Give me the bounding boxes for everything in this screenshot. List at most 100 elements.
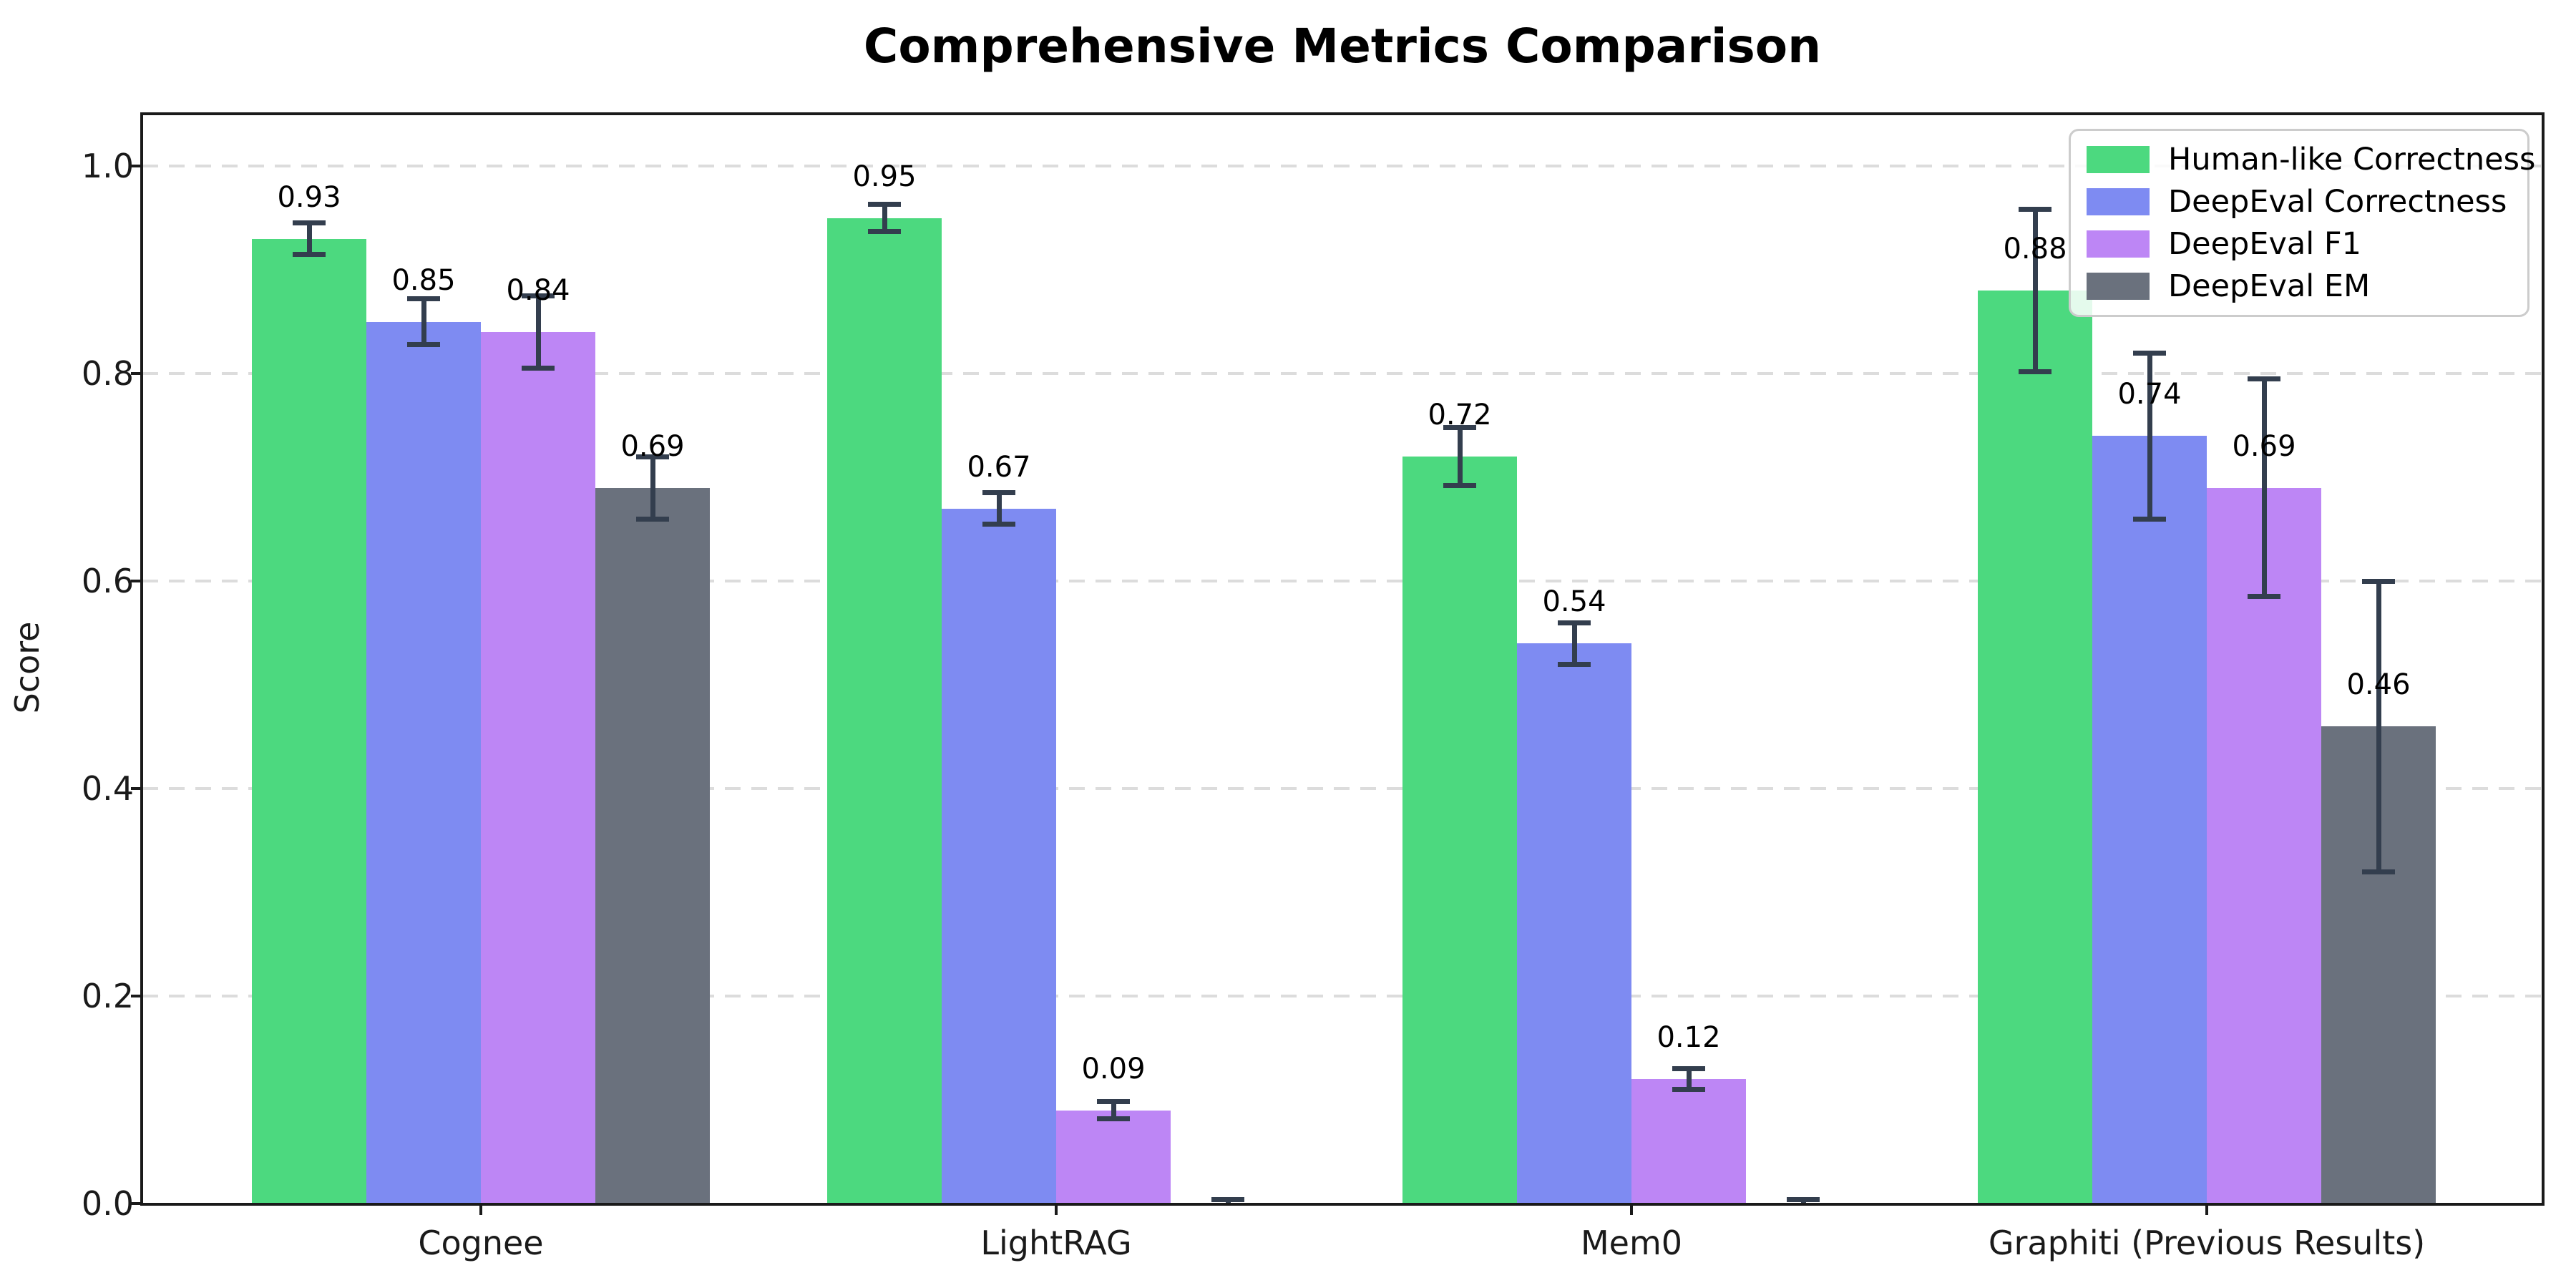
bar-value-label: 0.46 xyxy=(2346,668,2411,701)
bar xyxy=(1056,1110,1171,1204)
left-spine xyxy=(140,112,143,1206)
y-tick-label: 0.8 xyxy=(81,354,134,393)
bar xyxy=(366,321,481,1204)
chart-title: Comprehensive Metrics Comparison xyxy=(863,19,1822,74)
error-bar-cap xyxy=(2248,594,2280,600)
bar xyxy=(1402,457,1517,1204)
error-bar-cap xyxy=(2362,578,2395,584)
y-tick-label: 0.6 xyxy=(81,562,134,600)
error-bar-cap xyxy=(982,521,1015,527)
bar-value-label: 0.93 xyxy=(277,180,341,214)
error-bar-line xyxy=(650,457,655,519)
error-bar-cap xyxy=(1787,1196,1820,1202)
error-bar-line xyxy=(306,223,312,255)
y-tick-label: 0.0 xyxy=(81,1184,134,1223)
error-bar-cap xyxy=(1558,661,1591,667)
legend-item: Human-like Correctness xyxy=(2087,142,2535,177)
error-bar-cap xyxy=(407,341,440,347)
y-tick-label: 0.2 xyxy=(81,977,134,1015)
x-tick-label: Mem0 xyxy=(1580,1224,1683,1262)
bar-value-label: 0.88 xyxy=(2003,233,2067,265)
legend-item: DeepEval F1 xyxy=(2087,226,2512,262)
bar-value-label: 0.69 xyxy=(2232,429,2296,463)
x-tick xyxy=(1630,1205,1633,1215)
bottom-spine xyxy=(140,1203,2545,1206)
x-tick-label: Cognee xyxy=(418,1224,544,1262)
legend-item: DeepEval EM xyxy=(2087,268,2512,304)
error-bar-line xyxy=(535,296,541,369)
error-bar-cap xyxy=(636,516,669,522)
x-tick xyxy=(1055,1205,1058,1215)
y-tick xyxy=(131,995,142,997)
x-tick xyxy=(479,1205,482,1215)
error-bar-cap xyxy=(522,293,555,298)
legend-item-label: DeepEval Correctness xyxy=(2168,183,2507,220)
legend-item: DeepEval Correctness xyxy=(2087,184,2512,220)
error-bar-cap xyxy=(2362,869,2395,874)
bar xyxy=(1631,1079,1746,1204)
y-tick-label: 1.0 xyxy=(81,147,134,185)
gridline xyxy=(142,787,2542,790)
y-tick xyxy=(131,580,142,582)
bar xyxy=(827,218,942,1204)
error-bar-cap xyxy=(1672,1087,1705,1092)
legend-swatch-icon xyxy=(2087,145,2150,173)
bar xyxy=(942,508,1056,1204)
error-bar-cap xyxy=(868,228,901,234)
error-bar-cap xyxy=(2019,207,2051,213)
error-bar-cap xyxy=(2133,350,2166,356)
error-bar-line xyxy=(2261,379,2267,597)
error-bar-line xyxy=(1571,623,1577,664)
bar xyxy=(595,487,710,1204)
y-tick xyxy=(131,372,142,375)
legend-swatch-icon xyxy=(2087,187,2150,215)
error-bar-cap xyxy=(1558,620,1591,625)
x-tick xyxy=(2205,1205,2208,1215)
error-bar-cap xyxy=(293,220,326,226)
error-bar-line xyxy=(421,298,426,345)
gridline xyxy=(142,580,2542,582)
x-tick-label: Graphiti (Previous Results) xyxy=(1988,1224,2426,1262)
bar-value-label: 0.67 xyxy=(967,450,1031,484)
error-bar-cap xyxy=(982,490,1015,496)
bar-value-label: 0.74 xyxy=(2117,378,2182,411)
bar-value-label: 0.12 xyxy=(1657,1021,1721,1054)
bar-value-label: 0.95 xyxy=(852,160,917,193)
error-bar-cap xyxy=(1211,1196,1244,1202)
legend-item-label: DeepEval EM xyxy=(2168,268,2371,305)
gridline xyxy=(142,372,2542,375)
error-bar-cap xyxy=(522,366,555,371)
y-tick-label: 0.4 xyxy=(81,769,134,808)
bar-value-label: 0.85 xyxy=(391,263,456,297)
bar xyxy=(2092,436,2207,1204)
bar-value-label: 0.69 xyxy=(620,429,685,463)
error-bar-cap xyxy=(1672,1066,1705,1071)
bar-value-label: 0.84 xyxy=(506,274,570,307)
legend-item-label: Human-like Correctness xyxy=(2168,141,2536,177)
gridline xyxy=(142,995,2542,997)
error-bar-cap xyxy=(2248,376,2280,381)
error-bar-cap xyxy=(1443,424,1476,430)
y-tick xyxy=(131,787,142,790)
error-bar-cap xyxy=(1097,1116,1130,1121)
gridline xyxy=(142,165,2542,167)
top-spine xyxy=(140,112,2545,115)
error-bar-cap xyxy=(636,454,669,459)
bar xyxy=(1517,643,1631,1204)
error-bar-line xyxy=(2032,209,2038,372)
bar-value-label: 0.54 xyxy=(1542,585,1606,618)
legend-item-label: DeepEval F1 xyxy=(2168,226,2361,263)
legend: Human-like Correctness DeepEval Correctne… xyxy=(2069,129,2535,317)
bar xyxy=(481,332,595,1204)
legend-swatch-icon xyxy=(2087,230,2150,258)
error-bar-line xyxy=(2147,353,2152,519)
error-bar-line xyxy=(1111,1101,1116,1119)
error-bar-line xyxy=(996,492,1002,525)
bar xyxy=(1978,291,2092,1204)
y-axis-label: Score xyxy=(8,621,47,714)
bar xyxy=(252,238,366,1204)
error-bar-cap xyxy=(293,251,326,257)
error-bar-cap xyxy=(407,296,440,302)
bar-value-label: 0.72 xyxy=(1428,399,1492,431)
